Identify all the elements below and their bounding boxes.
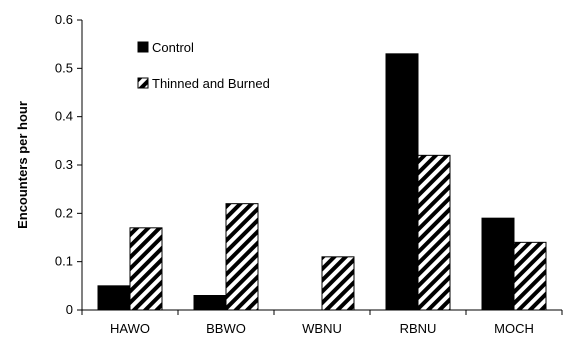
bar-control-moch: [481, 217, 515, 311]
y-tick-label: 0.3: [55, 157, 73, 172]
y-axis-ticks: 0 0.1 0.2 0.3 0.4 0.5 0.6: [55, 12, 82, 317]
x-category-label: HAWO: [110, 321, 150, 336]
y-tick-label: 0.6: [55, 12, 73, 27]
bar-thinned-and-burned-hawo: [129, 227, 163, 311]
x-category-label: WBNU: [302, 321, 342, 336]
y-tick-label: 0.5: [55, 60, 73, 75]
bar-thinned-and-burned-wbnu: [321, 256, 355, 311]
x-axis-categories: HAWO BBWO WBNU RBNU MOCH: [81, 310, 563, 336]
y-axis-label: Encounters per hour: [15, 101, 30, 229]
y-tick-label: 0.2: [55, 205, 73, 220]
y-tick-label: 0: [66, 302, 73, 317]
legend-swatch: [137, 41, 149, 53]
bar-thinned-and-burned-bbwo: [225, 203, 259, 311]
x-category-label: MOCH: [494, 321, 534, 336]
legend-swatch: [137, 77, 149, 89]
legend-label: Control: [152, 40, 194, 55]
legend-label: Thinned and Burned: [152, 76, 270, 91]
bars: [97, 53, 547, 311]
x-category-label: BBWO: [206, 321, 246, 336]
x-category-label: RBNU: [400, 321, 437, 336]
y-tick-label: 0.1: [55, 254, 73, 269]
bar-control-rbnu: [385, 53, 419, 311]
bar-thinned-and-burned-rbnu: [417, 154, 451, 311]
legend: Control Thinned and Burned: [137, 40, 270, 91]
bar-thinned-and-burned-moch: [513, 241, 547, 311]
bar-control-hawo: [97, 285, 131, 311]
y-tick-label: 0.4: [55, 109, 73, 124]
bar-control-bbwo: [193, 295, 227, 311]
